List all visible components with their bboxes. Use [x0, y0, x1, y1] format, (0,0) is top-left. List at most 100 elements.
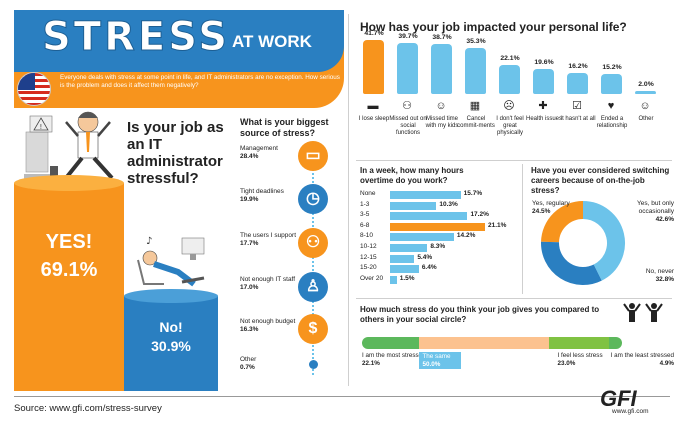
impact-bar: [363, 40, 384, 94]
intro-text: Everyone deals with stress at some point…: [60, 74, 340, 89]
overtime-value: 1.5%: [399, 274, 415, 282]
impact-bar: [465, 48, 486, 94]
comparison-category: I feel less stress: [557, 352, 603, 359]
careers-donut-chart: [541, 201, 625, 285]
no-label: No! 30.9%: [124, 318, 218, 356]
source-item: Tight deadlines 19.9%: [240, 188, 304, 204]
impact-label: Missed time with my kids: [425, 116, 459, 129]
impact-value: 15.2%: [602, 64, 622, 72]
relaxed-worker-illustration: ♪: [137, 236, 205, 287]
source-label: Other: [240, 356, 257, 363]
impact-value: 35.3%: [466, 38, 486, 46]
source-credit: Source: www.gfi.com/stress-survey: [14, 403, 162, 414]
personal-life-question: How has your job impacted your personal …: [360, 20, 627, 34]
yes-value: 69.1%: [40, 259, 98, 281]
source-item: Management 28.4%: [240, 145, 304, 161]
page-subtitle: AT WORK: [232, 32, 312, 51]
impact-label: Other: [638, 116, 654, 122]
health-cross-icon: ✚: [538, 100, 548, 112]
comparison-value: 22.1%: [362, 359, 380, 367]
overtime-bar: [390, 191, 461, 199]
source-value: 19.9%: [240, 196, 259, 203]
overtime-label: 6-8: [360, 221, 370, 229]
overtime-value: 10.3%: [439, 200, 458, 208]
us-flag-icon: [17, 72, 51, 106]
gfi-logo: GFI: [600, 386, 637, 411]
comparison-label: I am the least stressed 4.9%: [606, 352, 674, 367]
source-item: Not enough IT staff 17.0%: [240, 276, 304, 292]
overtime-value: 6.4%: [421, 264, 437, 272]
never-value: 32.8%: [655, 276, 674, 283]
comparison-segment: [419, 337, 550, 349]
source-label: Not enough budget: [240, 318, 296, 325]
overtime-bar: [390, 233, 454, 242]
smiley-icon: ☺: [639, 100, 651, 112]
impact-bar: [635, 91, 656, 94]
source-label: Not enough IT staff: [240, 276, 296, 283]
bed-icon: ▬: [367, 100, 379, 112]
comparison-label: I am the most stressed 22.1%: [362, 352, 426, 367]
section-divider-2: [356, 298, 672, 299]
comparison-segment: [609, 337, 622, 349]
donut-slice: [541, 201, 584, 243]
source-value: 16.3%: [240, 326, 259, 333]
comparison-segment: [362, 337, 420, 349]
overtime-bar: [390, 212, 468, 221]
impact-bar: [397, 42, 418, 94]
comparison-category: The same: [422, 353, 451, 360]
stick-figures-icon: [623, 303, 663, 322]
impact-bar: [533, 68, 554, 94]
occasionally-label: Yes, but only occasionally: [637, 200, 674, 215]
source-dotted-line: [312, 150, 314, 375]
source-label: Management: [240, 145, 278, 152]
overtime-bar: [390, 254, 415, 263]
comparison-value: 23.0%: [557, 359, 576, 367]
section-divider-vertical: [522, 164, 523, 294]
overtime-label: 1-3: [360, 200, 370, 208]
careers-question: Have you ever considered switching caree…: [531, 166, 670, 195]
overtime-value: 15.7%: [463, 190, 483, 197]
impact-value: 19.6%: [534, 58, 554, 66]
overtime-question: In a week, how many hours overtime do yo…: [360, 166, 464, 185]
overtime-bar: [390, 275, 397, 284]
source-question: What is your biggest source of stress?: [240, 117, 329, 138]
impact-label: Cancel commit-ments: [457, 116, 495, 129]
overtime-bar: [390, 244, 428, 252]
page-title: STRESS: [41, 14, 231, 61]
comparison-category: I am the most stressed: [362, 352, 426, 359]
broken-heart-icon: ♥: [607, 100, 615, 112]
donut-label-never: No, never 32.8%: [630, 268, 674, 284]
impact-value: 2.0%: [638, 81, 654, 89]
overtime-value: 5.4%: [417, 253, 433, 261]
comparison-question: How much stress do you think your job gi…: [360, 305, 600, 324]
overtime-value: 21.1%: [488, 221, 507, 229]
gfi-url[interactable]: www.gfi.com: [612, 408, 649, 415]
donut-slice: [582, 201, 625, 281]
comparison-value: 4.9%: [659, 359, 674, 367]
section-divider: [356, 160, 672, 161]
comparison-label: I feel less stress 23.0%: [557, 352, 621, 367]
calendar-icon: ▦: [469, 100, 481, 112]
header-banner: [14, 10, 344, 72]
no-value: 30.9%: [151, 338, 191, 354]
overtime-label: Over 20: [360, 274, 384, 282]
impact-bar: [601, 74, 622, 94]
overtime-bar: [390, 222, 485, 231]
comparison-category: I am the least stressed: [610, 352, 674, 359]
no-category: No!: [159, 319, 183, 335]
users-icon: ⚇: [298, 228, 328, 258]
comparison-segment: [549, 337, 610, 349]
source-label: The users I support: [240, 232, 296, 239]
overtime-label: 15-20: [360, 264, 377, 272]
overtime-label: None: [360, 190, 376, 197]
donut-label-regularly: Yes, regulary 24.5%: [532, 200, 572, 216]
donut-slice: [541, 241, 602, 285]
source-item: Other 0.7%: [240, 356, 304, 372]
checkbox-icon: ☑: [572, 100, 582, 112]
impact-label: I lose sleep: [358, 116, 390, 122]
overtime-label: 12-15: [360, 253, 377, 261]
overtime-bar: [390, 201, 437, 210]
overtime-value: 14.2%: [456, 232, 476, 240]
comparison-label: The same 50.0%: [419, 352, 462, 369]
